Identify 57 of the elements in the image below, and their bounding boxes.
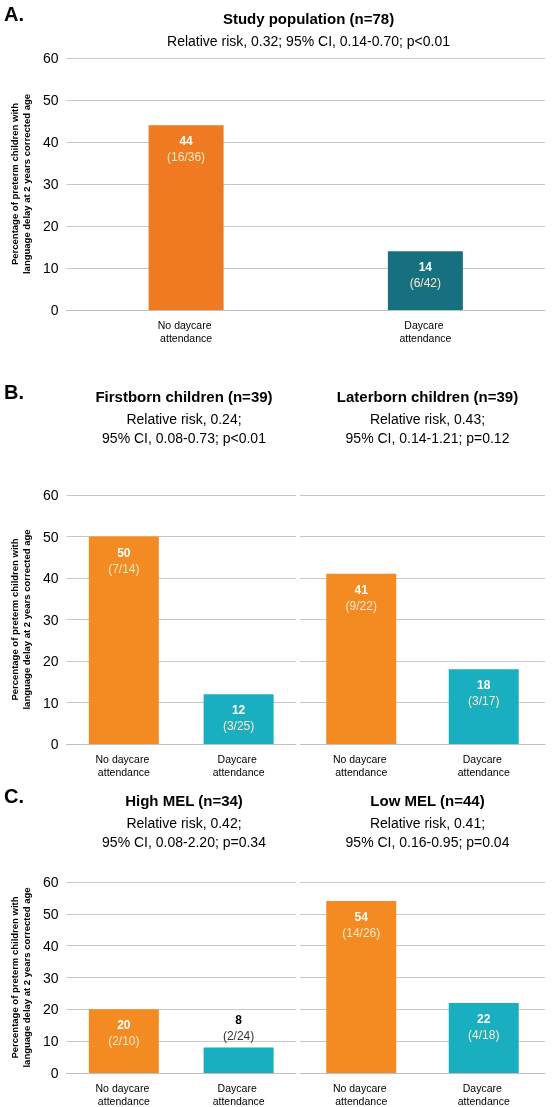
y-tick-label: 10 xyxy=(42,1033,59,1050)
text: C. xyxy=(4,785,24,807)
y-tick-label: 40 xyxy=(42,134,59,150)
chart-subtitle: Relative risk, 0.43; 95% CI, 0.14-1.21; p=0.12 xyxy=(345,410,510,446)
y-tick-label: 0 xyxy=(50,1065,59,1081)
chart-title: Low MEL (n=44) xyxy=(370,792,485,809)
x-tick-label: No daycare attendance xyxy=(95,752,153,778)
x-tick-label: No daycare attendance xyxy=(332,752,390,778)
chart-title: Study population (n=78) xyxy=(222,10,395,27)
y-tick-label: 60 xyxy=(42,874,59,890)
x-tick-label: Daycare attendance xyxy=(212,1081,265,1107)
x-tick-label: No daycare attendance xyxy=(332,1081,390,1107)
y-tick-label: 30 xyxy=(42,176,59,192)
y-axis-title: Percentage of preterm children with language delay at 2 years corrected age xyxy=(8,93,32,275)
data-label: 50 (7/14) xyxy=(108,545,140,576)
y-tick-label: 40 xyxy=(42,937,59,954)
y-tick-label: 0 xyxy=(50,302,59,318)
data-label: 44 (16/36) xyxy=(167,134,206,165)
y-tick-label: 50 xyxy=(42,528,59,545)
y-tick-label: 30 xyxy=(42,611,59,628)
x-tick-label: Daycare attendance xyxy=(457,752,510,778)
y-axis-title: Percentage of preterm children with language delay at 2 years corrected age xyxy=(8,887,32,1068)
y-tick-label: 30 xyxy=(42,969,59,986)
data-label: 14 (6/42) xyxy=(409,260,442,291)
data-label: 8 (2/24) xyxy=(222,1012,255,1043)
data-label: 12 (3/25) xyxy=(222,703,255,734)
x-tick-label: Daycare attendance xyxy=(399,318,452,344)
chart-title: High MEL (n=34) xyxy=(125,792,243,809)
x-tick-label: Daycare attendance xyxy=(457,1081,510,1107)
x-tick-label: Daycare attendance xyxy=(212,752,265,778)
text: A. xyxy=(4,3,24,25)
data-label: 20 (2/10) xyxy=(108,1018,140,1049)
chart-subtitle: Relative risk, 0.24; 95% CI, 0.08-0.73; p<0.01 xyxy=(102,410,267,446)
chart-title: Laterborn children (n=39) xyxy=(336,388,519,405)
y-tick-label: 10 xyxy=(42,694,59,711)
chart-title: Firstborn children (n=39) xyxy=(95,388,273,405)
y-tick-label: 50 xyxy=(42,92,59,108)
chart-subtitle: Relative risk, 0.42; 95% CI, 0.08-2.20; p=0.34 xyxy=(102,814,267,850)
chart-subtitle: Relative risk, 0.32; 95% CI, 0.14-0.70; p<0.01 xyxy=(167,32,451,49)
x-tick-label: No daycare attendance xyxy=(157,318,215,344)
x-tick-label: No daycare attendance xyxy=(95,1081,153,1107)
y-axis-title: Percentage of preterm children with language delay at 2 years corrected age xyxy=(8,529,32,710)
y-tick-label: 20 xyxy=(42,218,59,234)
y-tick-label: 20 xyxy=(42,1001,59,1018)
text: B. xyxy=(4,381,24,403)
data-label: 41 (9/22) xyxy=(345,582,377,613)
data-label: 18 (3/17) xyxy=(468,678,500,709)
data-label: 22 (4/18) xyxy=(468,1011,500,1042)
y-tick-label: 0 xyxy=(50,736,59,752)
y-tick-label: 50 xyxy=(42,905,59,922)
y-tick-label: 40 xyxy=(42,570,59,586)
y-tick-label: 60 xyxy=(42,50,59,66)
data-label: 54 (14/26) xyxy=(342,910,381,941)
y-tick-label: 60 xyxy=(42,487,59,503)
y-tick-label: 20 xyxy=(42,653,59,669)
y-tick-label: 10 xyxy=(42,260,59,276)
chart-subtitle: Relative risk, 0.41; 95% CI, 0.16-0.95; p=0.04 xyxy=(345,814,510,850)
